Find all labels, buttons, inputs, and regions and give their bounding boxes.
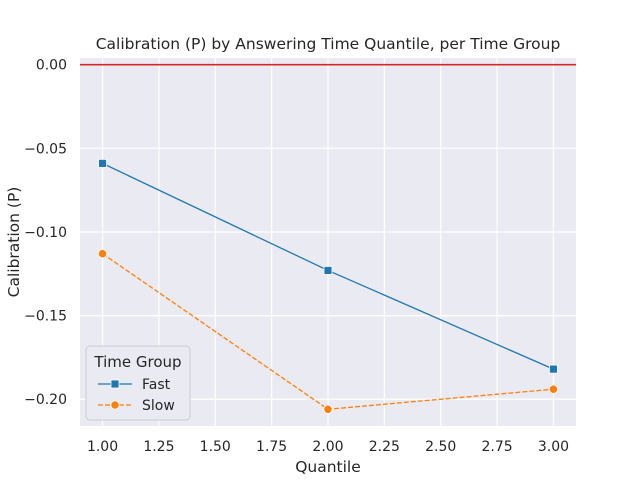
x-tick-label: 1.25	[143, 439, 174, 455]
legend-marker-slow	[110, 400, 120, 410]
legend-title: Time Group	[93, 353, 181, 371]
legend-label-fast: Fast	[142, 377, 171, 393]
data-point-slow	[97, 249, 108, 259]
x-tick-label: 2.25	[369, 439, 400, 455]
series-group	[97, 158, 559, 414]
y-tick-label: −0.15	[24, 309, 67, 325]
x-tick-label: 1.75	[256, 439, 287, 455]
y-tick-label: 0.00	[36, 58, 67, 74]
x-axis-title: Quantile	[295, 458, 361, 476]
data-point-fast	[323, 266, 333, 275]
legend-label-slow: Slow	[142, 398, 175, 414]
data-point-fast	[549, 364, 558, 374]
x-tick-labels: 1.00 1.25 1.50 1.75 2.00 2.25 2.50 2.75 3.00	[87, 439, 569, 455]
legend-items: Fast Slow	[98, 377, 175, 414]
data-point-fast	[98, 158, 107, 168]
legend-marker-fast	[110, 379, 120, 389]
y-tick-label: −0.20	[24, 392, 67, 408]
x-tick-label: 1.00	[87, 439, 118, 455]
y-axis-title: Calibration (P)	[5, 187, 23, 298]
data-point-slow	[548, 384, 559, 394]
legend: Time Group Fast Slow	[85, 345, 191, 421]
legend-box	[85, 345, 191, 421]
x-tick-label: 2.75	[482, 439, 513, 455]
x-tick-label: 1.50	[200, 439, 231, 455]
y-tick-label: −0.10	[24, 225, 67, 241]
y-tick-label: −0.05	[24, 141, 67, 157]
x-tick-label: 3.00	[538, 439, 569, 455]
x-tick-label: 2.50	[425, 439, 456, 455]
data-point-slow	[323, 404, 333, 414]
chart-title: Calibration (P) by Answering Time Quanti…	[96, 35, 561, 53]
y-tick-labels: 0.00 −0.05 −0.10 −0.15 −0.20	[24, 58, 67, 409]
x-tick-label: 2.00	[312, 439, 343, 455]
